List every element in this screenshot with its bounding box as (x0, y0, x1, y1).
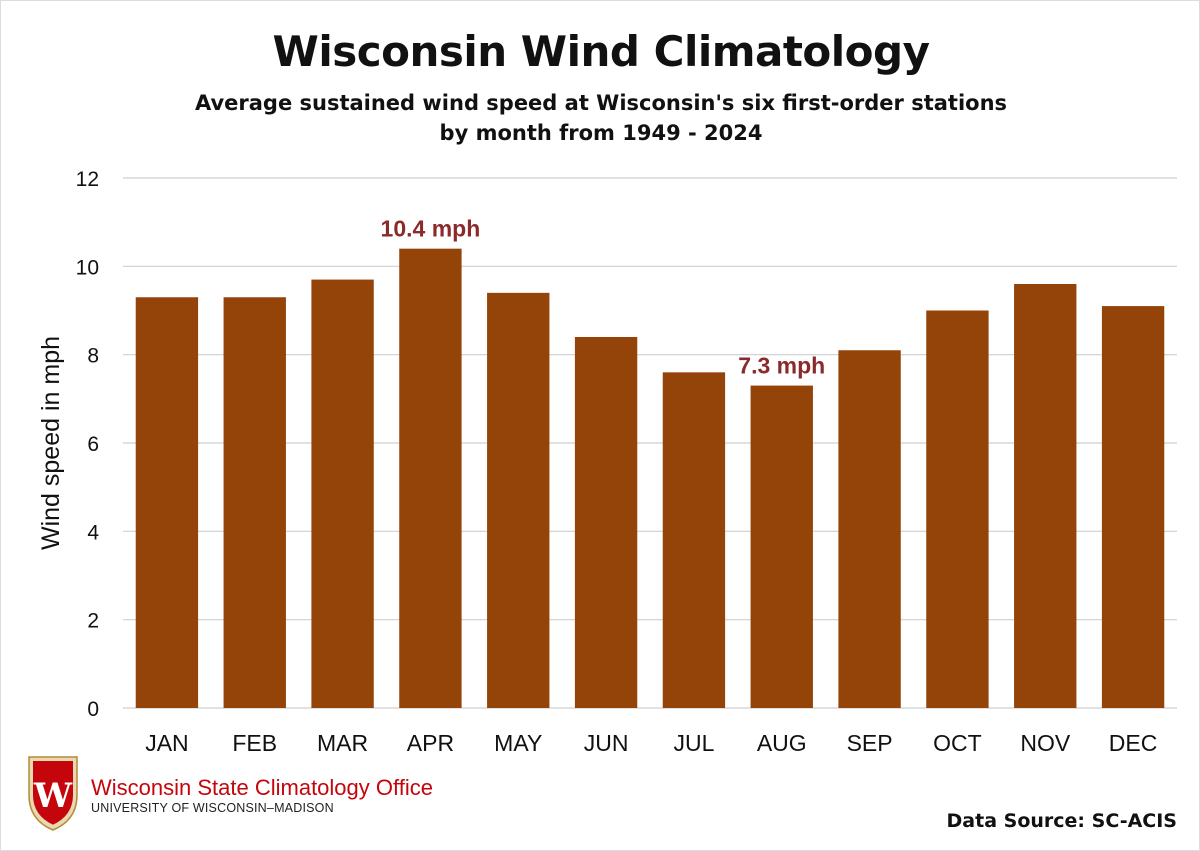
bar-aug (750, 385, 813, 708)
x-tick-label: MAY (494, 730, 542, 756)
chart-subtitle-line-2: by month from 1949 - 2024 (439, 121, 763, 145)
bar-jun (574, 337, 638, 708)
data-source-label: Data Source: SC-ACIS (946, 810, 1177, 832)
bar-oct (926, 310, 989, 708)
bar-may (487, 292, 550, 708)
org-name: Wisconsin State Climatology Office (91, 775, 433, 800)
bar-jan (135, 297, 199, 708)
y-tick-label: 2 (87, 610, 99, 633)
chart-title: Wisconsin Wind Climatology (272, 27, 930, 76)
bar-sep (838, 350, 901, 708)
x-tick-label: FEB (232, 730, 277, 756)
y-axis-label: Wind speed in mph (37, 336, 65, 550)
bar-dec (1101, 306, 1165, 708)
chart-subtitle-line-1: Average sustained wind speed at Wisconsi… (194, 91, 1008, 115)
x-tick-label: DEC (1109, 730, 1158, 756)
y-tick-label: 0 (87, 698, 99, 721)
x-tick-label: SEP (847, 730, 893, 756)
x-tick-label: APR (407, 730, 454, 756)
data-label-apr: 10.4 mph (381, 216, 481, 242)
x-tick-label: JUL (673, 730, 714, 756)
y-tick-label: 8 (87, 345, 99, 368)
y-tick-label: 12 (76, 168, 99, 191)
x-tick-label: JUN (584, 730, 629, 756)
uw-crest-icon: W (28, 756, 78, 831)
y-tick-label: 4 (87, 521, 99, 544)
data-label-aug: 7.3 mph (738, 353, 825, 379)
org-subtitle: UNIVERSITY OF WISCONSIN–MADISON (91, 801, 334, 815)
x-tick-label: JAN (145, 730, 188, 756)
x-tick-label: MAR (317, 730, 368, 756)
svg-text:W: W (33, 776, 73, 816)
y-tick-label: 10 (76, 256, 99, 279)
x-tick-label: NOV (1020, 730, 1071, 756)
x-tick-label: OCT (933, 730, 982, 756)
bar-nov (1014, 284, 1077, 708)
bar-mar (311, 279, 374, 708)
bar-feb (223, 297, 286, 708)
bar-jul (662, 372, 726, 708)
bar-apr (399, 248, 462, 708)
x-tick-label: AUG (757, 730, 807, 756)
y-tick-label: 6 (87, 433, 99, 456)
